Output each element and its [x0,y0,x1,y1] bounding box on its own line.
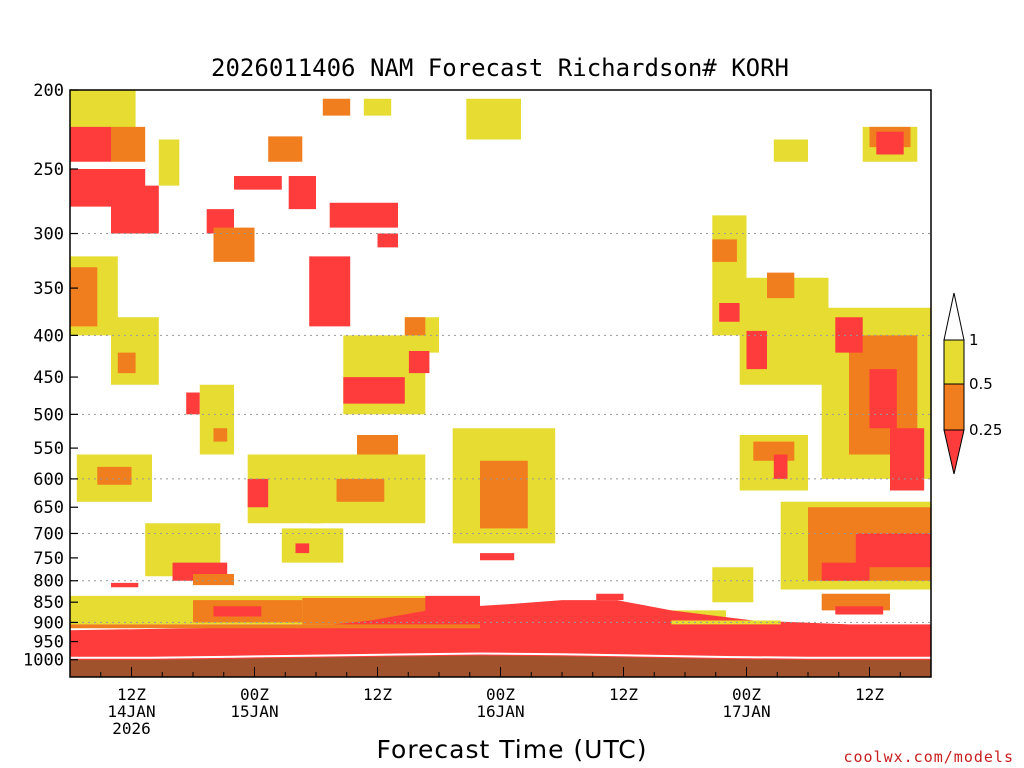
colorbar: 1 0.5 0.25 [943,292,1002,475]
colorbar-label: 0.25 [969,421,1002,439]
y-tick-label: 900 [33,613,64,633]
ground-below-surface [70,655,931,677]
y-tick-label: 950 [33,633,64,653]
plot-area [70,90,931,677]
ri-region-58 [876,131,904,155]
chart-title: 2026011406 NAM Forecast Richardson# KORH [211,54,789,82]
x-tick-label: 00Z [486,685,515,704]
colorbar-bin-yellow [943,339,965,385]
ri-region-65 [821,562,870,581]
ri-region-79 [596,593,624,601]
x-tick-label: 12Z [363,685,392,704]
y-tick-label: 650 [33,498,64,518]
y-tick-label: 1000 [23,651,64,671]
ri-region-8 [234,176,282,190]
ri-region-4 [111,185,159,234]
ri-region-66 [712,567,754,603]
x-tick-label: 16JAN [476,702,524,721]
ri-region-14 [363,98,392,116]
x-axis-title: Forecast Time (UTC) [377,735,648,764]
ri-region-25 [408,351,430,374]
ri-region-55 [890,428,925,491]
ri-region-46 [719,303,740,322]
ri-region-73 [111,582,139,588]
ri-region-48 [767,272,795,299]
ri-region-61 [773,454,788,479]
credit-text: coolwx.com/models [843,748,1014,766]
ri-region-49 [746,330,767,370]
ri-region-50 [773,139,808,162]
ri-region-31 [336,478,385,502]
ri-region-7 [213,227,255,262]
ri-region-64 [855,533,931,568]
ri-region-2 [111,126,146,162]
ri-region-19 [111,317,159,385]
ri-region-36 [193,574,234,586]
colorbar-bottom-arrow [943,429,965,475]
ri-region-15 [377,233,398,248]
ri-region-39 [213,428,228,442]
y-tick-label: 500 [33,405,64,425]
y-tick-label: 200 [33,81,64,101]
ri-region-37 [186,392,200,415]
y-tick-label: 700 [33,524,64,544]
ri-region-9 [268,136,303,162]
colorbar-bin-orange [943,383,965,431]
ri-region-33 [97,466,132,485]
ri-region-24 [404,317,426,336]
ri-region-18 [70,267,98,327]
surface-line [70,652,931,659]
x-tick-label: 12Z [117,685,146,704]
y-tick-label: 400 [33,326,64,346]
y-tick-label: 300 [33,225,64,245]
ri-region-5 [158,139,180,186]
ri-region-53 [835,317,863,353]
ri-region-28 [480,553,515,561]
ri-region-54 [869,369,897,429]
ri-region-38 [199,384,234,455]
x-tick-label: 2026 [112,719,151,738]
y-tick-label: 600 [33,470,64,490]
y-tick-label: 450 [33,368,64,388]
ri-region-11 [309,256,351,327]
ri-region-12 [329,202,398,228]
ri-region-16 [466,98,521,140]
ri-region-41 [247,478,269,508]
ri-region-1 [70,126,111,162]
ri-region-45 [712,239,737,262]
ri-region-77 [70,624,480,629]
ri-region-72 [213,606,262,617]
ri-region-69 [835,606,884,615]
x-tick-label: 00Z [732,685,761,704]
ri-region-20 [117,352,136,374]
x-tick-label: 12Z [855,685,884,704]
y-tick-label: 850 [33,593,64,613]
ri-region-22 [343,377,405,404]
ri-region-13 [322,98,351,116]
colorbar-top-arrow [943,292,965,341]
ri-region-43 [295,543,310,554]
colorbar-label: 0.5 [969,375,993,393]
y-axis: 200 250 300 350 400 450 500 550 600 650 700 750 8008… [23,81,78,671]
ri-region-27 [480,460,528,529]
colorbar-label: 1 [969,331,979,349]
x-tick-label: 00Z [240,685,269,704]
y-tick-label: 750 [33,549,64,569]
x-tick-label: 14JAN [107,702,155,721]
ri-region-10 [288,176,316,210]
ri-region-42 [281,528,344,563]
x-tick-label: 17JAN [722,702,770,721]
y-tick-label: 350 [33,279,64,299]
ri-region-68 [821,593,890,611]
x-tick-label: 12Z [609,685,638,704]
y-tick-label: 550 [33,439,64,459]
x-tick-label: 15JAN [230,702,278,721]
ri-region-6 [206,209,234,234]
y-tick-label: 250 [33,160,64,180]
y-tick-label: 800 [33,572,64,592]
